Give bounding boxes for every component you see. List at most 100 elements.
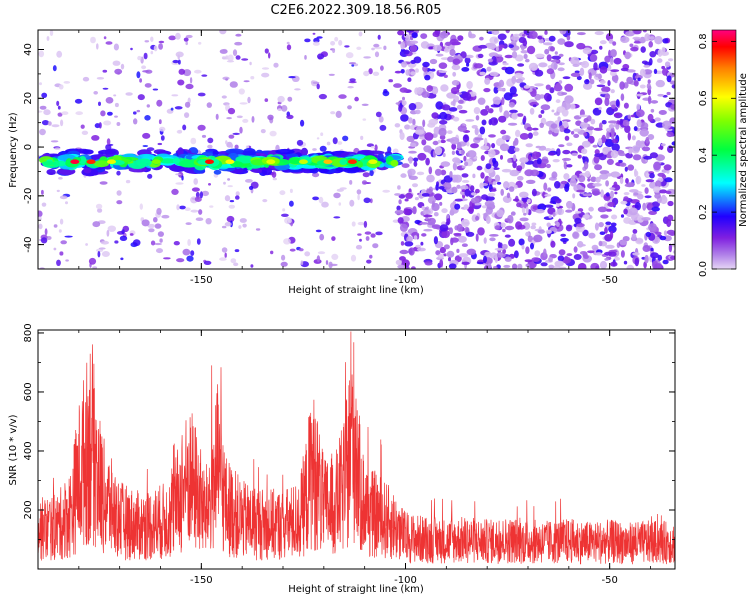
heatmap-blob (452, 162, 457, 171)
heatmap-blob (411, 266, 416, 269)
signal-band-blob (78, 155, 87, 165)
heatmap-blob (90, 36, 96, 44)
heatmap-blob (435, 53, 444, 57)
signal-band-blob (339, 159, 348, 165)
heatmap-blob (330, 41, 336, 46)
heatmap-blob (618, 159, 623, 163)
heatmap-blob (564, 135, 570, 141)
heatmap-blob (547, 187, 552, 192)
heatmap-blob (666, 91, 671, 96)
heatmap-blob (403, 208, 410, 216)
heatmap-blob (604, 227, 608, 234)
heatmap-blob (440, 161, 451, 167)
heatmap-blob (601, 120, 607, 125)
heatmap-blob (624, 51, 631, 60)
heatmap-blob (558, 62, 565, 66)
heatmap-blob (594, 31, 604, 36)
colorbar-tick-label: 0.4 (698, 147, 709, 163)
heatmap-blob (475, 215, 480, 221)
heatmap-blob (451, 64, 461, 71)
heatmap-blob (435, 250, 441, 256)
heatmap-blob (484, 77, 491, 85)
heatmap-blob (433, 44, 442, 52)
heatmap-blob (368, 68, 373, 75)
heatmap-blob (466, 62, 470, 67)
heatmap-blob (519, 157, 529, 164)
heatmap-blob (537, 35, 543, 40)
signal-band-blob (172, 157, 180, 164)
heatmap-blob (408, 247, 415, 256)
heatmap-blob (130, 47, 133, 51)
heatmap-blob (287, 96, 293, 102)
heatmap-blob (235, 33, 242, 37)
heatmap-blob (628, 207, 638, 216)
heatmap-blob (493, 86, 499, 94)
heatmap-blob (41, 120, 50, 126)
heatmap-blob (154, 242, 163, 246)
heatmap-blob (604, 258, 609, 261)
heatmap-blob (527, 154, 532, 161)
heatmap-blob (53, 247, 57, 251)
heatmap-blob (173, 241, 180, 246)
heatmap-blob (481, 205, 487, 209)
heatmap-blob (507, 145, 517, 155)
heatmap-blob (662, 68, 669, 76)
heatmap-blob (670, 104, 675, 110)
heatmap-blob (570, 130, 575, 135)
heatmap-blob (497, 33, 507, 41)
heatmap-blob (531, 188, 537, 197)
heatmap-blob (243, 80, 250, 83)
heatmap-blob (400, 173, 407, 178)
heatmap-blob (277, 108, 282, 111)
heatmap-blob (59, 218, 64, 225)
heatmap-blob (656, 58, 663, 63)
heatmap-blob (550, 123, 558, 129)
heatmap-blob (433, 212, 439, 217)
heatmap-blob (556, 208, 565, 216)
heatmap-blob (439, 259, 444, 268)
heatmap-blob (50, 140, 59, 143)
heatmap-blob (316, 137, 320, 140)
heatmap-blob (421, 233, 427, 237)
heatmap-blob (129, 233, 134, 236)
heatmap-blob (395, 259, 402, 266)
heatmap-blob (548, 264, 555, 269)
heatmap-blob (410, 71, 416, 76)
heatmap-blob (119, 235, 128, 241)
heatmap-blob (629, 43, 634, 48)
heatmap-blob (606, 131, 610, 140)
heatmap-blob (599, 122, 603, 130)
heatmap-blob (349, 78, 356, 82)
heatmap-blob (198, 41, 202, 45)
heatmap-blob (400, 241, 405, 246)
heatmap-blob (328, 73, 335, 76)
heatmap-blob (279, 190, 286, 196)
heatmap-blob (582, 214, 590, 219)
heatmap-blob (61, 111, 69, 115)
heatmap-blob (365, 236, 370, 241)
heatmap-blob (264, 48, 269, 54)
heatmap-blob (595, 252, 603, 256)
heatmap-blob (412, 206, 417, 215)
heatmap-blob (555, 221, 560, 227)
heatmap-blob (153, 45, 158, 52)
heatmap-blob (194, 196, 202, 202)
heatmap-blob (552, 159, 560, 163)
heatmap-blob (446, 92, 456, 99)
heatmap-blob (607, 120, 618, 124)
signal-band-blob (153, 149, 167, 155)
heatmap-blob (356, 189, 362, 195)
heatmap-blob (133, 118, 138, 125)
heatmap-blob (523, 85, 530, 89)
heatmap-blob (185, 41, 188, 46)
heatmap-blob (106, 229, 110, 237)
heatmap-blob (206, 102, 212, 108)
heatmap-blob (529, 169, 540, 177)
heatmap-blob (347, 86, 354, 89)
heatmap-blob (102, 69, 108, 73)
heatmap-blob (500, 188, 505, 196)
heatmap-blob (349, 180, 353, 185)
heatmap-blob (58, 229, 62, 233)
heatmap-blob (507, 158, 512, 164)
heatmap-blob (605, 192, 610, 197)
